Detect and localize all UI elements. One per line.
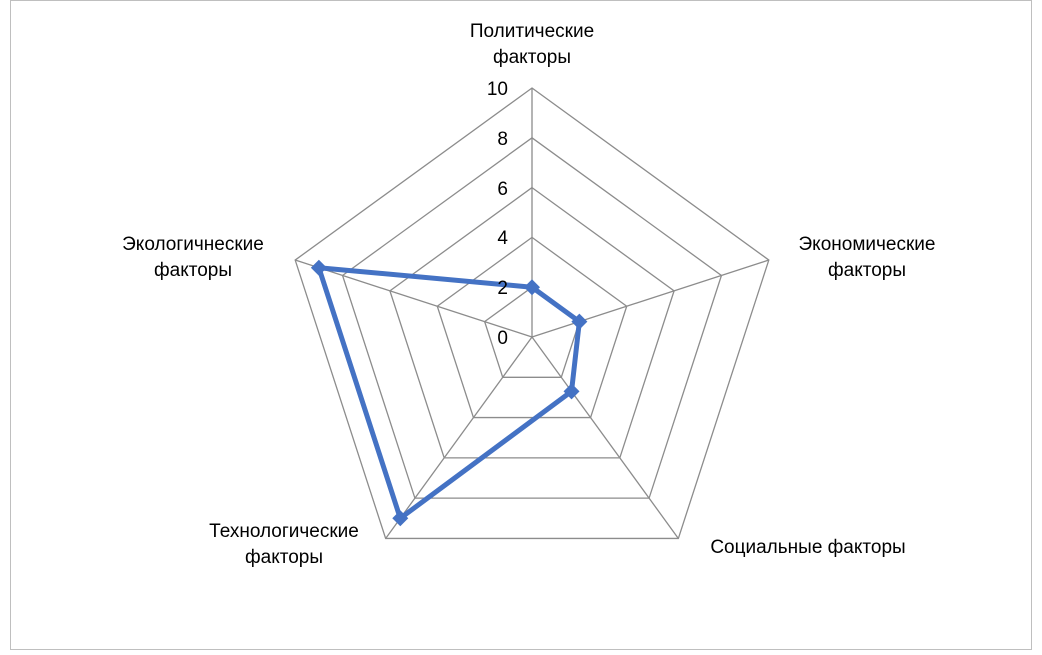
category-label: Технологические факторы bbox=[209, 521, 359, 568]
r-tick-label: 8 bbox=[497, 128, 508, 150]
spoke bbox=[385, 336, 533, 539]
series-line bbox=[316, 265, 582, 521]
category-label: Экологичнеские факторы bbox=[122, 234, 264, 281]
spoke bbox=[294, 259, 533, 338]
marker bbox=[524, 279, 540, 296]
category-label: Экономические факторы bbox=[798, 234, 936, 281]
r-tick-label: 4 bbox=[497, 228, 508, 250]
r-tick-label: 0 bbox=[497, 328, 508, 349]
chart-border bbox=[10, 0, 1032, 650]
grid-polygon bbox=[389, 186, 675, 459]
spoke bbox=[531, 336, 679, 539]
marker bbox=[310, 259, 327, 276]
marker bbox=[571, 313, 588, 330]
grid-polygon bbox=[341, 136, 723, 499]
r-tick-label: 6 bbox=[497, 178, 508, 200]
marker bbox=[563, 383, 580, 400]
category-label: Социальные факторы bbox=[710, 537, 906, 558]
marker bbox=[392, 510, 409, 527]
r-tick-label: 2 bbox=[497, 278, 508, 300]
r-tick-label: 10 bbox=[486, 79, 508, 100]
category-label: Политические факторы bbox=[469, 21, 595, 68]
grid-polygon bbox=[294, 87, 770, 540]
spoke bbox=[531, 259, 770, 338]
